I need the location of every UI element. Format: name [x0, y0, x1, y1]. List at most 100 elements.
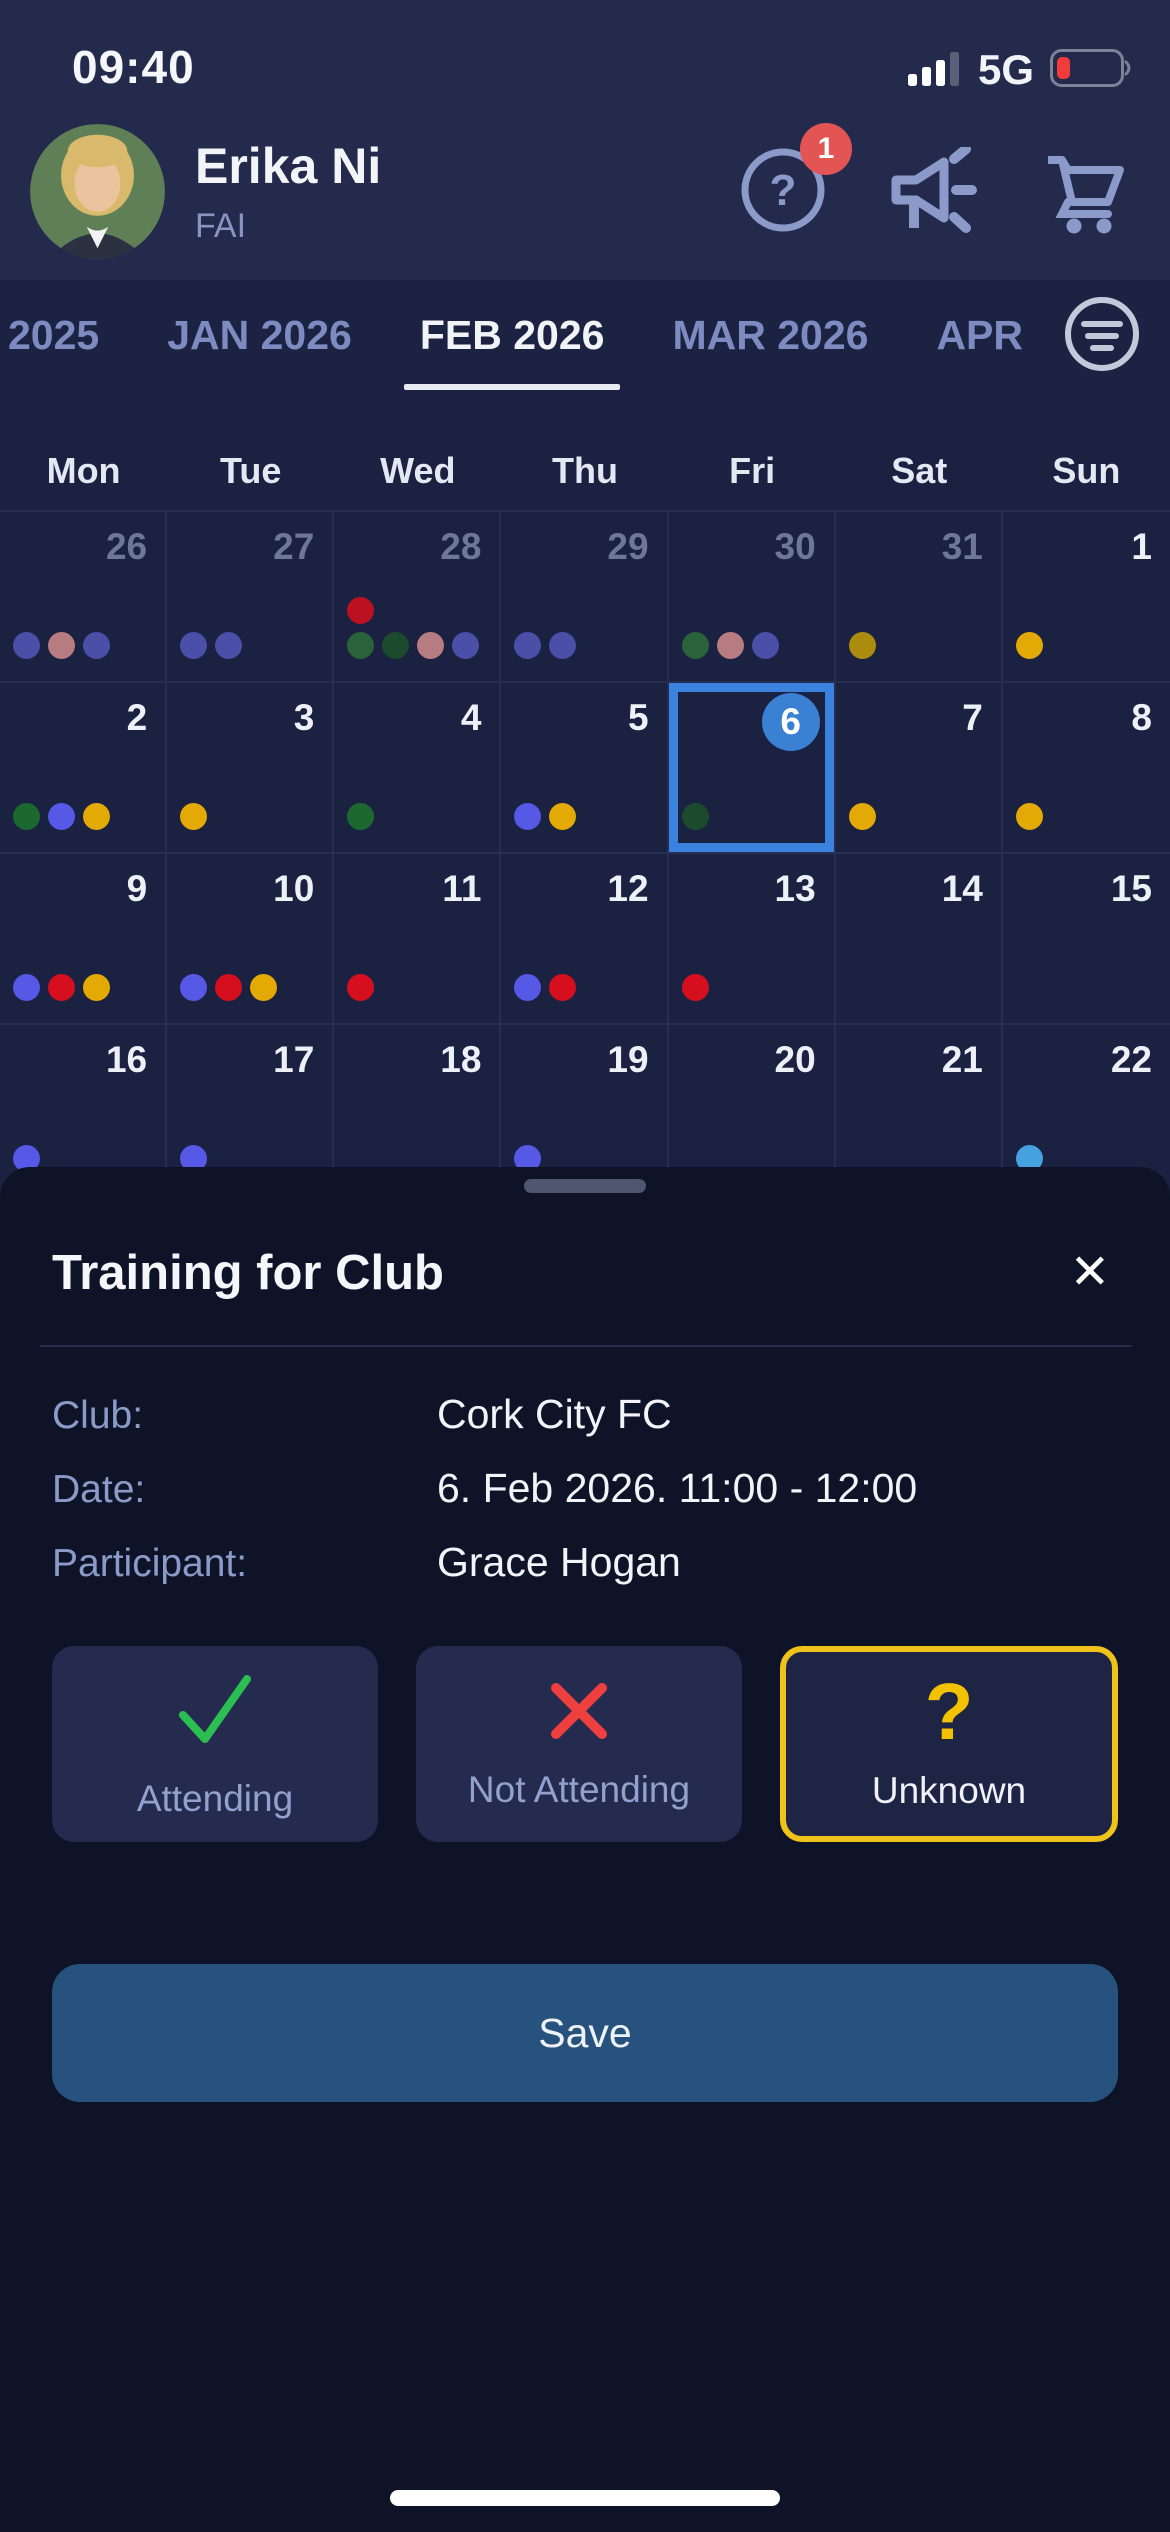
day-number: 16: [105, 1039, 148, 1080]
option-unknown[interactable]: ? Unknown: [780, 1646, 1118, 1842]
event-dot: [48, 632, 75, 659]
calendar-day-cell[interactable]: 1: [1003, 512, 1170, 681]
event-dot: [215, 632, 243, 659]
event-dot: [215, 974, 243, 1001]
event-dot: [681, 632, 709, 659]
day-number: 3: [293, 697, 315, 738]
event-dot: [549, 974, 577, 1001]
network-type-label: 5G: [977, 46, 1034, 93]
check-icon: [179, 1674, 251, 1743]
event-dot: [848, 632, 876, 659]
tab-mar-2026[interactable]: MAR 2026: [638, 280, 902, 390]
svg-text:?: ?: [770, 166, 797, 215]
event-dots: [347, 974, 375, 1001]
avatar[interactable]: [30, 123, 165, 259]
tab-jan-2026[interactable]: JAN 2026: [133, 280, 386, 390]
weekday-header-row: Mon Tue Wed Thu Fri Sat Sun: [0, 432, 1170, 510]
calendar: Mon Tue Wed Thu Fri Sat Sun 26 27 28 29 30 31 1 2 3 4 5 6…: [0, 390, 1170, 1196]
home-indicator[interactable]: [390, 2490, 780, 2506]
calendar-day-cell[interactable]: 31: [836, 512, 1003, 681]
event-dot: [751, 632, 779, 659]
option-not-attending[interactable]: Not Attending: [416, 1646, 742, 1842]
day-number: 13: [774, 868, 816, 909]
event-dot: [549, 632, 577, 659]
calendar-day-cell[interactable]: 8: [1003, 683, 1170, 852]
event-dot: [180, 803, 208, 830]
day-number: 1: [1131, 526, 1152, 567]
calendar-day-cell[interactable]: 28: [334, 512, 502, 681]
help-button[interactable]: ? 1: [740, 122, 852, 236]
calendar-day-cell[interactable]: 29: [501, 512, 669, 681]
day-number: 26: [105, 526, 148, 567]
event-dot-row: [13, 974, 110, 1001]
field-label: Date:: [52, 1468, 146, 1511]
calendar-day-cell[interactable]: 27: [167, 512, 335, 681]
weekday-label: Fri: [729, 450, 776, 491]
tab-apr[interactable]: APR: [902, 280, 1057, 390]
calendar-day-cell[interactable]: 5: [501, 683, 669, 852]
calendar-day-cell[interactable]: 22: [1003, 1025, 1170, 1194]
event-dot: [83, 632, 110, 659]
option-attending[interactable]: Attending: [52, 1646, 378, 1842]
event-dot: [13, 803, 40, 830]
event-dot-row: [848, 632, 876, 659]
calendar-day-cell[interactable]: 20: [669, 1025, 836, 1194]
calendar-day-cell[interactable]: 3: [167, 683, 335, 852]
user-name: Erika Ni: [195, 137, 382, 194]
event-dot: [347, 974, 375, 1001]
event-dots: [13, 974, 110, 1001]
event-dot-row: [347, 803, 375, 830]
event-dot-row: [681, 974, 709, 1001]
day-number: 20: [774, 1039, 816, 1080]
battery-low-icon: [1050, 48, 1132, 92]
calendar-day-cell[interactable]: 17: [167, 1025, 335, 1194]
question-icon: ?: [924, 1667, 974, 1756]
calendar-day-cell[interactable]: 30: [669, 512, 836, 681]
event-dots: [347, 803, 375, 830]
calendar-week-row: 16 17 18 19 20 21 22: [0, 1025, 1170, 1196]
close-button[interactable]: ✕: [1062, 1245, 1118, 1301]
save-button[interactable]: Save: [52, 1964, 1118, 2102]
calendar-day-cell-selected[interactable]: 6: [669, 683, 836, 852]
event-dot-row: [13, 803, 110, 830]
field-value: Cork City FC: [437, 1391, 672, 1437]
calendar-day-cell[interactable]: 9: [0, 854, 168, 1023]
event-details-sheet: Training for Club ✕ Club: Cork City FC Dat…: [0, 1167, 1170, 2532]
calendar-day-cell[interactable]: 11: [334, 854, 502, 1023]
check-icon-box: [171, 1669, 259, 1756]
sheet-drag-handle[interactable]: [524, 1179, 646, 1193]
event-dot: [347, 632, 375, 659]
event-dot-row: [514, 974, 577, 1001]
calendar-day-cell[interactable]: 26: [0, 512, 168, 681]
event-dots: [681, 632, 779, 659]
event-dot: [1015, 803, 1043, 830]
calendar-day-cell[interactable]: 12: [501, 854, 669, 1023]
help-icon: ?: [740, 147, 826, 236]
weekday-label: Sun: [1052, 450, 1121, 491]
announcements-button[interactable]: [888, 143, 980, 236]
event-dots: [13, 632, 110, 659]
event-dot: [1015, 632, 1043, 659]
calendar-day-cell[interactable]: 15: [1003, 854, 1170, 1023]
tab-2025[interactable]: 2025: [0, 280, 133, 390]
calendar-day-cell[interactable]: 18: [334, 1025, 502, 1194]
calendar-day-cell[interactable]: 21: [836, 1025, 1003, 1194]
cart-button[interactable]: [1042, 146, 1130, 237]
event-dot: [48, 974, 75, 1001]
day-number: 12: [607, 868, 649, 909]
calendar-day-cell[interactable]: 14: [836, 854, 1003, 1023]
filter-button[interactable]: [1062, 294, 1142, 377]
day-number: 10: [273, 868, 315, 909]
event-dot: [452, 632, 480, 659]
tab-feb-2026[interactable]: FEB 2026: [386, 280, 639, 390]
calendar-day-cell[interactable]: 7: [836, 683, 1003, 852]
event-dot: [681, 974, 709, 1001]
status-bar: 09:40 5G: [0, 0, 1170, 102]
event-dot-row: [180, 803, 208, 830]
calendar-day-cell[interactable]: 10: [167, 854, 335, 1023]
calendar-day-cell[interactable]: 13: [669, 854, 836, 1023]
calendar-day-cell[interactable]: 2: [0, 683, 168, 852]
calendar-day-cell[interactable]: 4: [334, 683, 502, 852]
user-organization: FAI: [195, 206, 247, 245]
